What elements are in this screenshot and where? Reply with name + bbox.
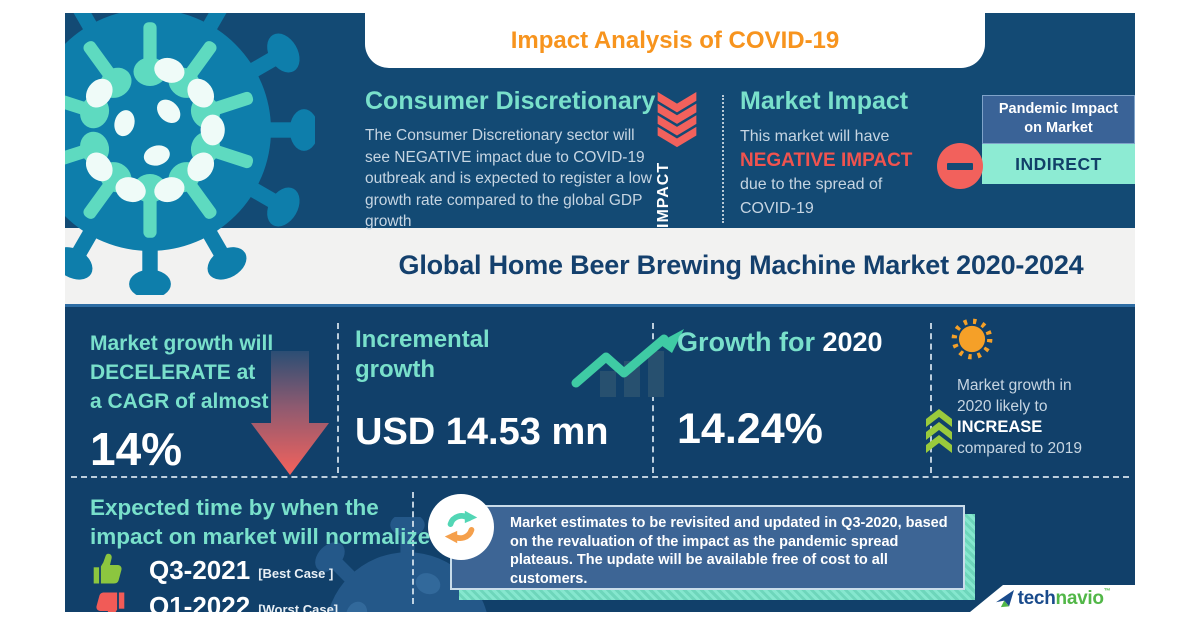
coronavirus-illustration-icon bbox=[65, 13, 315, 295]
worst-case-row: Q1-2022 [Worst Case] bbox=[91, 588, 338, 612]
pandemic-box-value: INDIRECT bbox=[982, 144, 1135, 184]
growth-label: Growth for bbox=[677, 327, 815, 357]
thumb-down-icon bbox=[96, 592, 125, 612]
logo-trademark: ™ bbox=[1103, 587, 1111, 595]
market-impact-line2: due to the spread of bbox=[740, 176, 883, 193]
cagr-value: 14% bbox=[90, 423, 183, 475]
impact-line2: 2020 likely to bbox=[957, 398, 1048, 415]
sector-block: Consumer Discretionary The Consumer Disc… bbox=[365, 87, 665, 233]
pandemic-title-line2: on Market bbox=[1024, 120, 1093, 136]
incremental-growth-stat: Incremental growth bbox=[355, 325, 490, 385]
refresh-badge bbox=[428, 494, 494, 560]
impact-line1: Market growth in bbox=[957, 377, 1072, 394]
cagr-line3: a CAGR of almost bbox=[90, 390, 269, 413]
worst-case-label: [Worst Case] bbox=[258, 601, 339, 613]
incremental-line1: Incremental bbox=[355, 326, 490, 353]
vertical-dotted-divider bbox=[722, 95, 724, 223]
dashed-divider bbox=[337, 323, 339, 473]
chevrons-up-icon bbox=[926, 409, 952, 453]
normalize-heading-line1: Expected time by when the bbox=[90, 495, 379, 520]
growth-2020-stat: Growth for 2020 bbox=[677, 327, 883, 358]
sector-heading: Consumer Discretionary bbox=[365, 87, 656, 115]
impact-highlight: INCREASE bbox=[957, 418, 1043, 436]
impact-2020-text: Market growth in 2020 likely to INCREASE… bbox=[957, 375, 1125, 459]
report-title: Global Home Beer Brewing Machine Market … bbox=[398, 250, 1084, 280]
pandemic-title-line1: Pandemic Impact bbox=[998, 101, 1119, 117]
dashed-divider-horizontal bbox=[71, 476, 1129, 478]
cagr-line2: DECELERATE at bbox=[90, 361, 256, 384]
stats-section: Market growth will DECELERATE at a CAGR … bbox=[65, 307, 1135, 612]
impact-vertical-label: IMPACT bbox=[655, 161, 672, 229]
chevrons-down-icon bbox=[657, 92, 697, 148]
pandemic-box-title: Pandemic Impact on Market bbox=[982, 95, 1135, 144]
trend-up-icon bbox=[571, 329, 684, 397]
market-impact-line1: This market will have bbox=[740, 128, 890, 145]
incremental-value: USD 14.53 mn bbox=[355, 411, 609, 453]
best-case-label: [Best Case ] bbox=[258, 565, 334, 581]
dashed-divider bbox=[652, 323, 654, 473]
down-arrow-icon bbox=[251, 351, 329, 475]
note-text: Market estimates to be revisited and upd… bbox=[510, 515, 948, 587]
cagr-line1: Market growth will bbox=[90, 332, 274, 355]
title-band: Global Home Beer Brewing Machine Market … bbox=[65, 228, 1135, 307]
pandemic-impact-box: Pandemic Impact on Market INDIRECT bbox=[982, 95, 1135, 184]
growth-year: 2020 bbox=[822, 327, 883, 357]
growth-2020-value: 14.24% bbox=[677, 405, 823, 453]
best-case-row: Q3-2021 [Best Case ] bbox=[91, 552, 333, 588]
technavio-logo: technavio™ bbox=[970, 585, 1135, 612]
technavio-arrow-icon bbox=[995, 589, 1014, 607]
logo-text-navio: navio bbox=[1055, 587, 1104, 609]
normalize-heading: Expected time by when the impact on mark… bbox=[90, 493, 430, 551]
worst-case-value: Q1-2022 bbox=[149, 590, 251, 613]
market-impact-line3: COVID-19 bbox=[740, 200, 814, 217]
normalize-heading-line2: impact on market will normalize bbox=[90, 524, 431, 549]
sector-body: The Consumer Discretionary sector will s… bbox=[365, 127, 652, 230]
dashed-divider bbox=[412, 492, 414, 604]
minus-circle-icon bbox=[937, 143, 983, 189]
refresh-icon bbox=[444, 510, 478, 544]
infographic-content: Impact Analysis of COVID-19 Consumer Dis… bbox=[65, 13, 1135, 612]
thumb-up-icon bbox=[93, 553, 122, 584]
cagr-stat: Market growth will DECELERATE at a CAGR … bbox=[90, 329, 273, 476]
best-case-value: Q3-2021 bbox=[149, 554, 251, 585]
banner-title: Impact Analysis of COVID-19 bbox=[365, 13, 985, 68]
incremental-line2: growth bbox=[355, 356, 435, 383]
virus-orange-icon bbox=[951, 318, 993, 360]
logo-text-tech: tech bbox=[1017, 587, 1056, 609]
note-box: Market estimates to be revisited and upd… bbox=[450, 505, 965, 590]
market-impact-highlight: NEGATIVE IMPACT bbox=[740, 150, 913, 171]
market-impact-block: Market Impact This market will have NEGA… bbox=[740, 87, 940, 221]
impact-line3: compared to 2019 bbox=[957, 440, 1082, 457]
dashed-divider bbox=[930, 323, 932, 473]
market-impact-heading: Market Impact bbox=[740, 87, 909, 115]
